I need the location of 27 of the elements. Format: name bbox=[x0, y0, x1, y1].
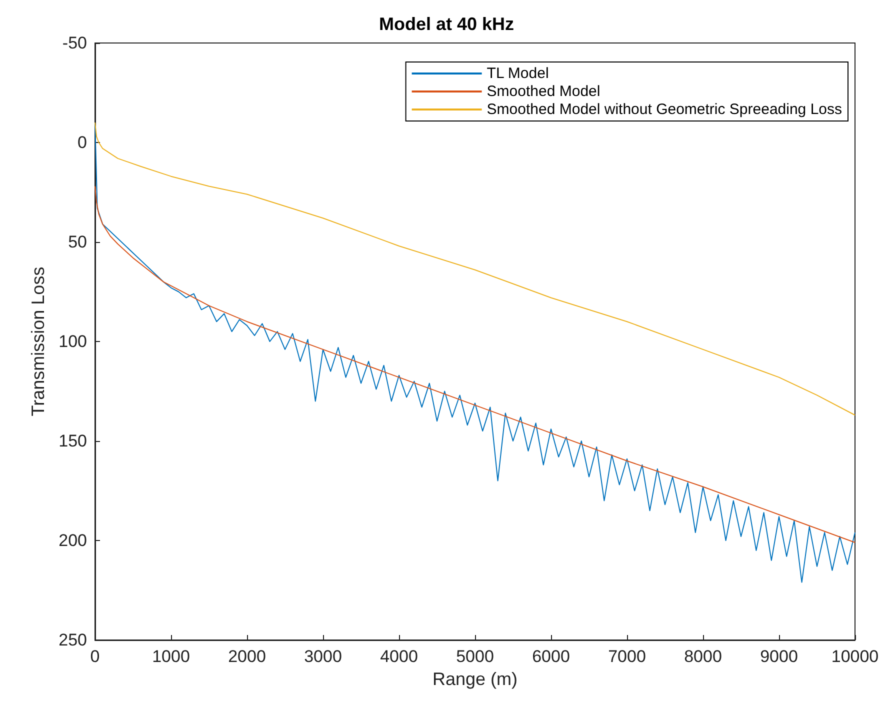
legend-label: Smoothed Model bbox=[486, 83, 600, 100]
x-tick-label: 5000 bbox=[456, 647, 494, 666]
x-tick-label: 4000 bbox=[380, 647, 418, 666]
x-tick-label: 9000 bbox=[760, 647, 798, 666]
line-series bbox=[94, 186, 856, 543]
legend-label: TL Model bbox=[486, 65, 549, 82]
y-tick-label: 100 bbox=[58, 332, 87, 351]
x-tick-label: 8000 bbox=[684, 647, 722, 666]
x-axis-title: Range (m) bbox=[432, 669, 518, 689]
y-tick-label: -50 bbox=[62, 34, 87, 52]
legend-label: Smoothed Model without Geometric Spreeading Loss bbox=[486, 101, 842, 118]
y-tick-label: 200 bbox=[58, 531, 87, 550]
y-tick-label: 0 bbox=[78, 133, 87, 152]
y-axis-title: Transmission Loss bbox=[28, 266, 48, 416]
line-series bbox=[94, 122, 856, 416]
x-tick-label: 7000 bbox=[608, 647, 646, 666]
x-tick-label: 6000 bbox=[532, 647, 570, 666]
x-tick-label: 10000 bbox=[831, 647, 879, 666]
x-tick-label: 0 bbox=[90, 647, 100, 666]
y-tick-label: 250 bbox=[58, 630, 87, 650]
x-tick-label: 1000 bbox=[152, 647, 190, 666]
chart-title: Model at 40 kHz bbox=[378, 14, 514, 34]
x-tick-label: 3000 bbox=[304, 647, 342, 666]
x-tick-label: 2000 bbox=[228, 647, 266, 666]
y-tick-label: 150 bbox=[58, 432, 87, 450]
y-tick-label: 50 bbox=[68, 232, 87, 252]
line-series bbox=[94, 122, 856, 583]
